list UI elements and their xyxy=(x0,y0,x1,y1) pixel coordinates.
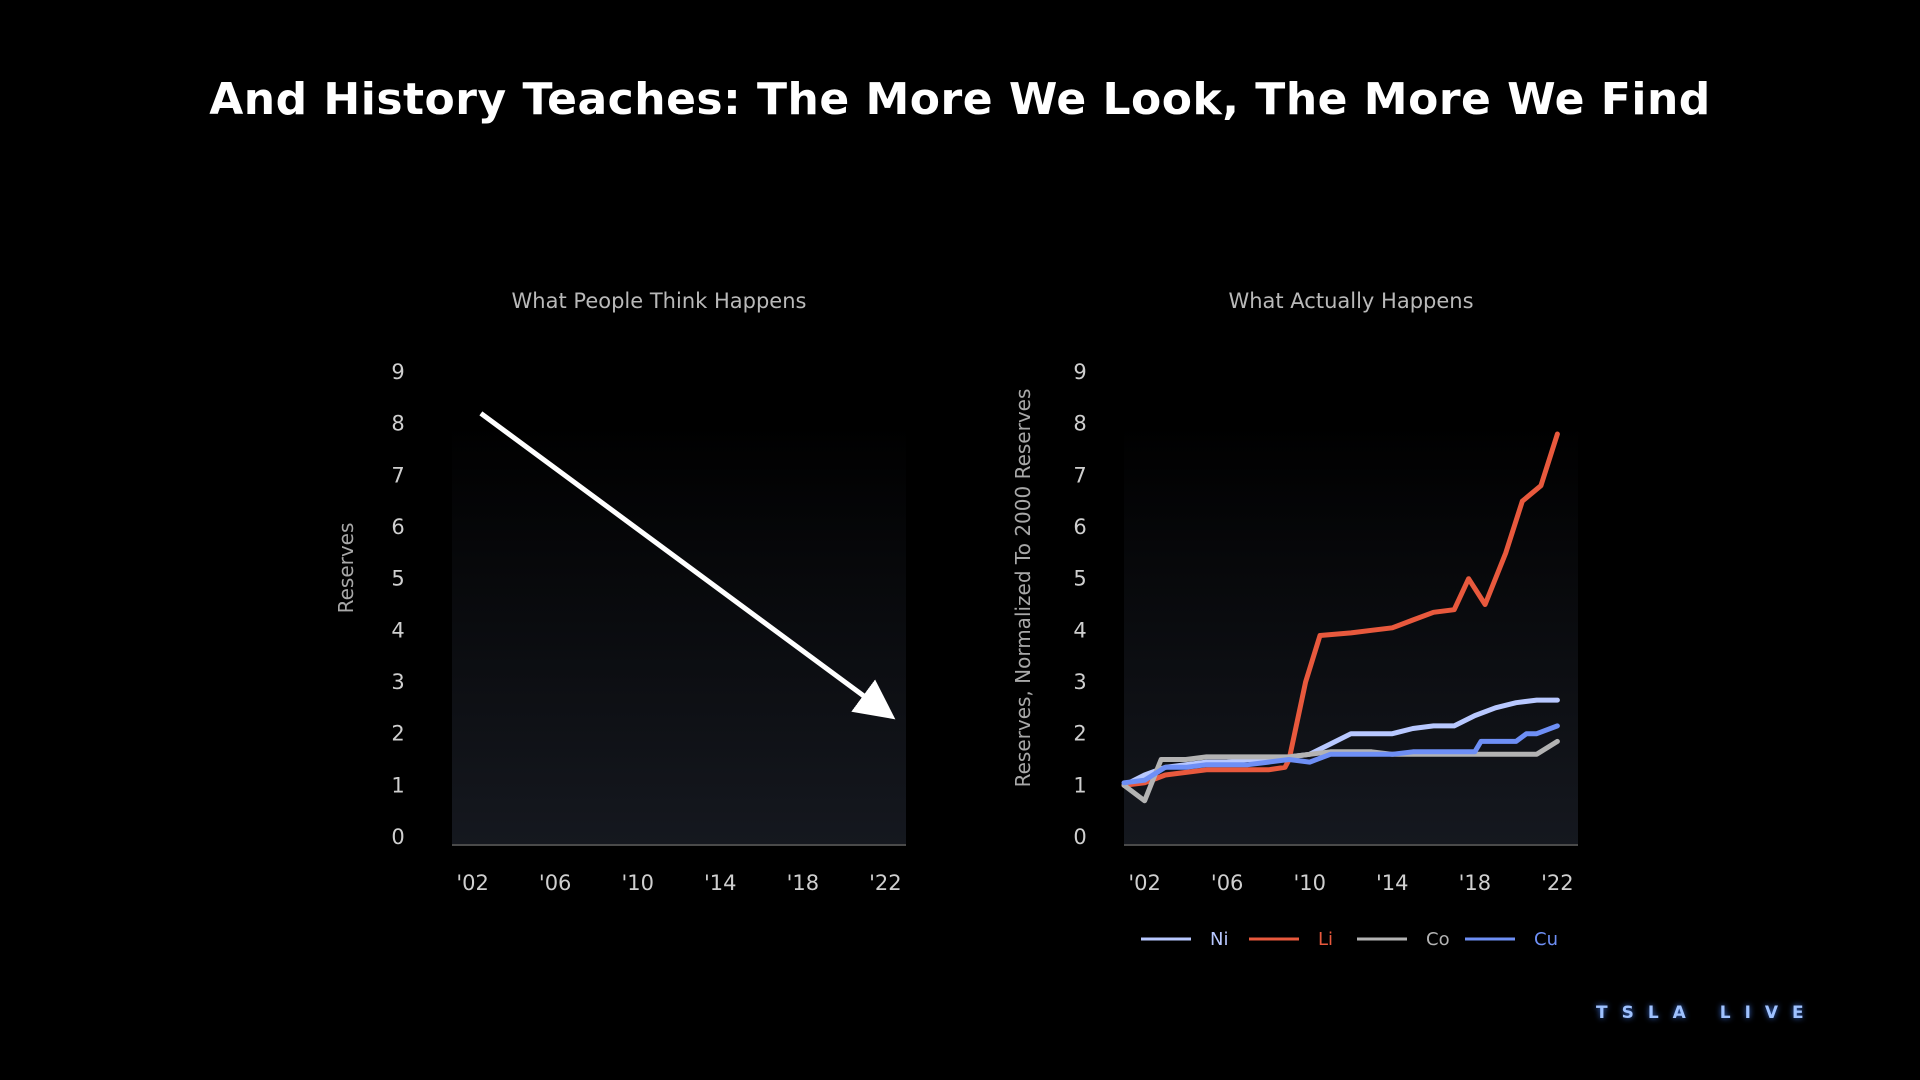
x-tick-label: '14 xyxy=(1376,871,1409,895)
x-tick-label: '10 xyxy=(621,871,654,895)
x-tick-label: '18 xyxy=(1459,871,1492,895)
legend-label-ni: Ni xyxy=(1210,929,1228,950)
y-tick-label: 0 xyxy=(1073,825,1086,849)
chart-right-legend: Ni Li Co Cu xyxy=(1141,929,1558,950)
series-line-li xyxy=(1121,431,1560,788)
x-tick-label: '02 xyxy=(1128,871,1161,895)
y-tick-label: 3 xyxy=(391,670,404,694)
y-tick-label: 1 xyxy=(1073,773,1086,797)
y-tick-label: 1 xyxy=(391,773,404,797)
y-tick-label: 2 xyxy=(1073,722,1086,746)
x-tick-label: '14 xyxy=(704,871,737,895)
x-tick-label: '02 xyxy=(456,871,489,895)
x-tick-label: '06 xyxy=(1211,871,1244,895)
brand-logo: TSLA LIVE xyxy=(1596,1003,1818,1023)
page-title: And History Teaches: The More We Look, T… xyxy=(209,74,1711,125)
legend-label-co: Co xyxy=(1426,929,1450,950)
y-tick-label: 3 xyxy=(1073,670,1086,694)
chart-right-y-axis-label: Reserves, Normalized To 2000 Reserves xyxy=(1011,389,1035,788)
x-tick-label: '10 xyxy=(1293,871,1326,895)
series-line-cu xyxy=(1121,723,1560,786)
y-tick-label: 8 xyxy=(391,412,404,436)
x-tick-label: '22 xyxy=(1541,871,1574,895)
y-tick-label: 8 xyxy=(1073,412,1086,436)
chart-left-plot-area xyxy=(452,423,906,845)
trend-arrow xyxy=(479,411,896,720)
x-tick-label: '18 xyxy=(787,871,820,895)
y-tick-label: 7 xyxy=(391,463,404,487)
y-tick-label: 5 xyxy=(391,567,404,591)
y-tick-label: 6 xyxy=(391,515,404,539)
y-tick-label: 9 xyxy=(1073,360,1086,384)
chart-left-y-ticks: 0 1 2 3 4 5 6 7 8 9 xyxy=(391,360,404,849)
chart-left-marks xyxy=(479,411,896,720)
chart-left: What People Think Happens 0 1 2 3 4 5 6 7 8 9 '02… xyxy=(334,289,906,895)
x-tick-label: '06 xyxy=(539,871,572,895)
legend-label-cu: Cu xyxy=(1534,929,1558,950)
y-tick-label: 4 xyxy=(391,618,404,642)
chart-right-y-ticks: 0 1 2 3 4 5 6 7 8 9 xyxy=(1073,360,1086,849)
chart-left-x-ticks: '02 '06 '10 '14 '18 '22 xyxy=(456,871,901,895)
y-tick-label: 4 xyxy=(1073,618,1086,642)
y-tick-label: 9 xyxy=(391,360,404,384)
legend-label-li: Li xyxy=(1318,929,1333,950)
y-tick-label: 7 xyxy=(1073,463,1086,487)
chart-left-title: What People Think Happens xyxy=(512,289,807,313)
chart-right-title: What Actually Happens xyxy=(1228,289,1473,313)
chart-left-y-axis-label: Reserves xyxy=(334,523,358,614)
y-tick-label: 5 xyxy=(1073,567,1086,591)
y-tick-label: 6 xyxy=(1073,515,1086,539)
y-tick-label: 0 xyxy=(391,825,404,849)
chart-right-marks xyxy=(1121,431,1560,804)
series-line-ni xyxy=(1121,697,1560,788)
x-tick-label: '22 xyxy=(869,871,902,895)
y-tick-label: 2 xyxy=(391,722,404,746)
chart-right-x-ticks: '02 '06 '10 '14 '18 '22 xyxy=(1128,871,1573,895)
